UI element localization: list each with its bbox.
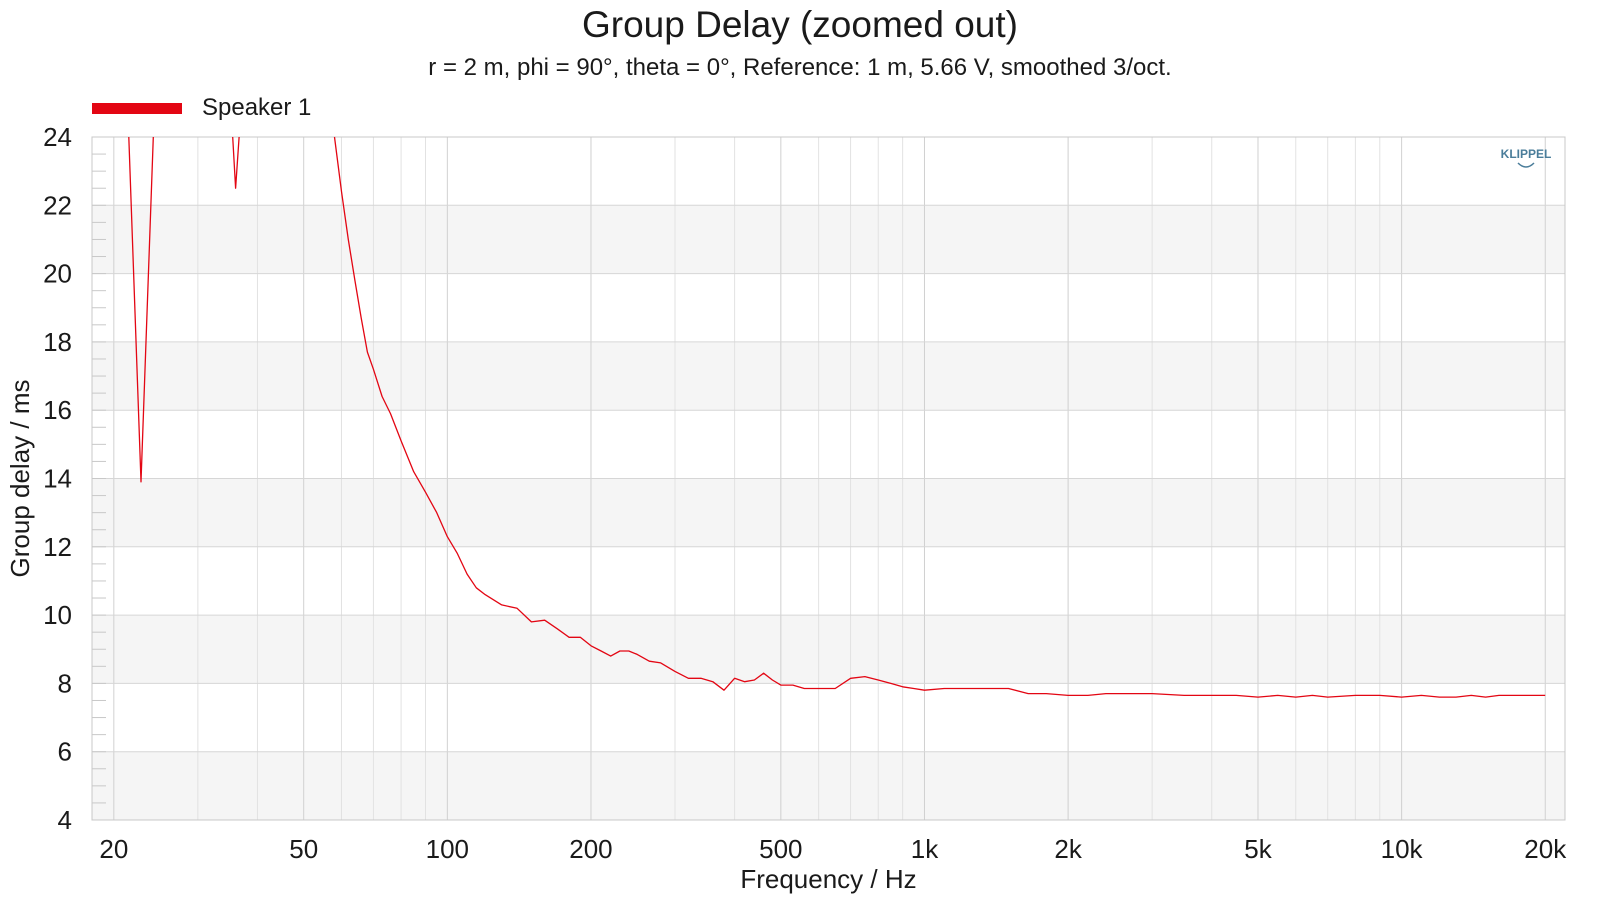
y-tick-label: 12 (43, 532, 72, 562)
y-tick-label: 16 (43, 395, 72, 425)
y-axis-label: Group delay / ms (5, 380, 35, 578)
plot-band (92, 137, 1565, 206)
y-tick-label: 6 (58, 737, 72, 767)
plot-band (92, 478, 1565, 547)
y-tick-label: 20 (43, 259, 72, 289)
y-tick-label: 4 (58, 805, 72, 835)
legend: Speaker 1 (92, 93, 311, 123)
series-line-segment (333, 136, 1546, 698)
y-tick-label: 22 (43, 190, 72, 220)
chart-subtitle: r = 2 m, phi = 90°, theta = 0°, Referenc… (428, 54, 1172, 81)
plot-band (92, 546, 1565, 616)
x-tick-label: 5k (1244, 834, 1272, 864)
plot-frame (91, 136, 1566, 821)
legend-swatch-speaker-1 (92, 102, 182, 114)
x-tick-label: 20k (1524, 834, 1567, 864)
y-tick-label: 18 (43, 327, 72, 357)
x-tick-label: 20 (99, 834, 128, 864)
plot-band (92, 751, 1565, 820)
y-minor-ticks (92, 136, 106, 821)
y-tick-labels: 4 6 8 10 12 14 16 18 20 22 24 (43, 122, 72, 835)
plot-band (92, 205, 1565, 274)
x-tick-labels: 20 50 100 200 500 1k 2k 5k 10k 20k (99, 834, 1567, 864)
y-tick-label: 10 (43, 600, 72, 630)
plot-band (92, 410, 1565, 479)
series-speaker-1 (128, 136, 1546, 698)
klippel-logo: KLIPPEL (1496, 146, 1556, 176)
x-tick-label: 200 (569, 834, 612, 864)
x-axis-label: Frequency / Hz (740, 864, 916, 894)
x-tick-label: 500 (759, 834, 802, 864)
plot-band (92, 341, 1565, 411)
series-line-segment (128, 136, 154, 483)
legend-label-speaker-1: Speaker 1 (202, 94, 312, 121)
x-tick-label: 100 (426, 834, 469, 864)
x-tick-label: 50 (289, 834, 318, 864)
klippel-logo-mark: KLIPPEL (1501, 147, 1552, 168)
y-tick-label: 24 (43, 122, 72, 152)
y-tick-label: 14 (43, 464, 72, 494)
plot-band (92, 273, 1565, 342)
x-tick-label: 1k (911, 834, 939, 864)
plot-band (92, 615, 1565, 684)
x-tick-label: 10k (1381, 834, 1424, 864)
series-line-segment (232, 136, 240, 189)
plot-bands (92, 137, 1565, 820)
x-tick-label: 2k (1054, 834, 1082, 864)
klippel-logo-text: KLIPPEL (1501, 147, 1552, 161)
y-tick-label: 8 (58, 668, 72, 698)
chart-title: Group Delay (zoomed out) (582, 4, 1018, 45)
plot-band (92, 683, 1565, 752)
